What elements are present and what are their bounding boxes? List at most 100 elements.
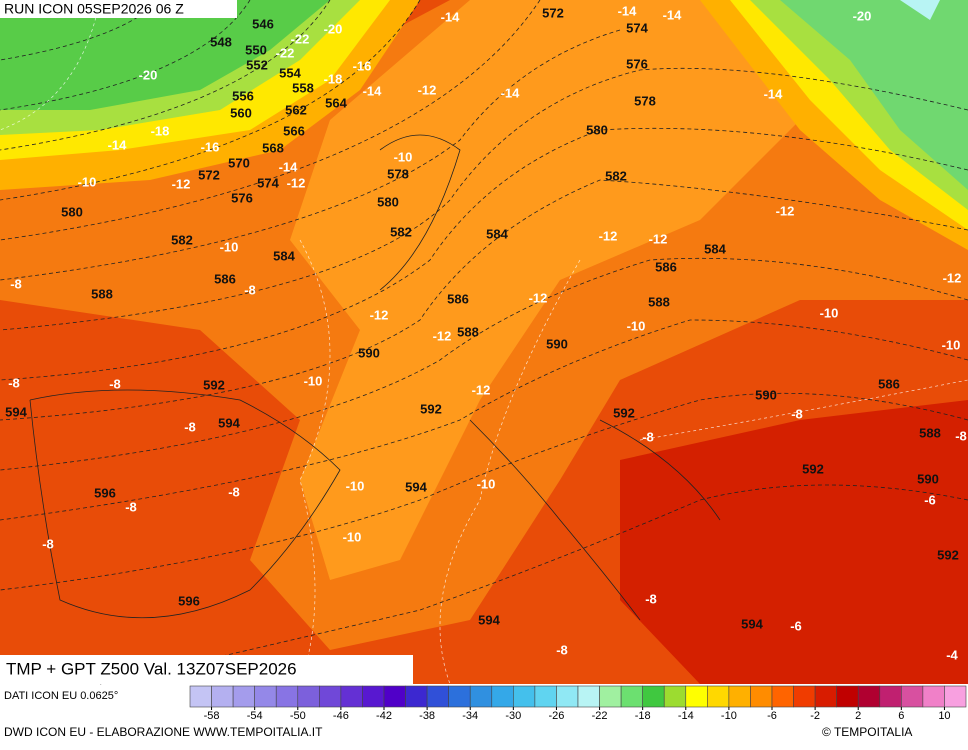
colorbar-tick-label: -2	[810, 710, 820, 722]
temperature-label: -22	[291, 31, 310, 46]
colorbar-swatch	[469, 685, 493, 708]
colorbar-swatch	[426, 685, 449, 708]
height-label: 586	[655, 259, 677, 274]
colorbar-tick-label: 6	[898, 710, 904, 722]
colorbar-swatch	[448, 685, 471, 708]
temperature-label: -8	[10, 276, 22, 291]
colorbar-swatch	[556, 685, 579, 708]
height-label: 588	[457, 324, 479, 339]
temperature-label: -10	[627, 318, 646, 333]
temperature-label: -22	[276, 45, 295, 60]
temperature-label: -14	[764, 86, 784, 101]
colorbar-tick-label: -54	[247, 710, 263, 722]
height-label: 594	[5, 404, 27, 419]
height-label: 558	[292, 80, 314, 95]
height-label: 588	[919, 425, 941, 440]
colorbar-tick-label: -42	[376, 710, 392, 722]
height-label: 570	[228, 155, 250, 170]
colorbar-tick-label: -26	[548, 710, 564, 722]
height-label: 590	[358, 345, 380, 360]
colorbar-tick-label: -50	[290, 710, 306, 722]
colorbar-tick-label: -46	[333, 710, 349, 722]
temperature-label: -10	[220, 239, 239, 254]
height-label: 578	[634, 93, 656, 108]
colorbar-swatch	[814, 685, 837, 708]
colorbar-tick-label: -14	[678, 710, 694, 722]
temperature-label: -20	[139, 67, 158, 82]
temperature-label: -8	[244, 282, 256, 297]
colorbar-swatch	[771, 685, 794, 708]
temperature-label: -12	[370, 307, 389, 322]
temperature-label: -20	[853, 8, 872, 23]
height-label: 588	[91, 286, 113, 301]
height-label: 580	[61, 204, 83, 219]
height-label: 574	[626, 20, 648, 35]
height-label: 592	[802, 461, 824, 476]
temperature-label: -8	[791, 406, 803, 421]
copyright-label: © TEMPOITALIA	[822, 725, 912, 739]
temperature-label: -8	[184, 419, 196, 434]
temperature-label: -10	[78, 174, 97, 189]
colorbar-tick-label: 10	[938, 710, 950, 722]
temperature-label: -12	[172, 176, 191, 191]
colorbar-swatch	[189, 685, 212, 708]
height-label: 548	[210, 34, 232, 49]
map-field	[0, 0, 968, 684]
temperature-label: -12	[418, 82, 437, 97]
temperature-label: -10	[304, 373, 323, 388]
colorbar-swatch	[793, 685, 816, 708]
temperature-label: -14	[618, 3, 638, 18]
temperature-label: -8	[42, 536, 54, 551]
height-label: 586	[447, 291, 469, 306]
temperature-label: -10	[346, 478, 365, 493]
height-label: 582	[390, 224, 412, 239]
height-label: 592	[613, 405, 635, 420]
temperature-label: -10	[477, 476, 496, 491]
colorbar-swatch	[707, 685, 730, 708]
height-label: 578	[387, 166, 409, 181]
temperature-label: -8	[125, 499, 137, 514]
height-label: 568	[262, 140, 284, 155]
height-label: 564	[325, 95, 347, 110]
height-label: 594	[405, 479, 427, 494]
height-label: 590	[546, 336, 568, 351]
temperature-label: -14	[663, 7, 683, 22]
temperature-label: -8	[645, 591, 657, 606]
temperature-label: -8	[955, 428, 967, 443]
colorbar-swatch	[944, 685, 967, 708]
temperature-label: -10	[343, 529, 362, 544]
colorbar-swatch	[728, 685, 751, 708]
colorbar-swatch	[836, 685, 859, 708]
colorbar-swatch	[513, 685, 536, 708]
colorbar-tick-label: -18	[635, 710, 651, 722]
temperature-label: -14	[501, 85, 521, 100]
colorbar-swatch	[685, 685, 708, 708]
colorbar-swatch	[901, 685, 924, 708]
temperature-label: -12	[599, 228, 618, 243]
colorbar-swatch	[620, 685, 643, 708]
height-label: 586	[878, 376, 900, 391]
map-title: TMP + GPT Z500 Val. 13Z07SEP2026	[6, 659, 297, 678]
temperature-label: -8	[109, 376, 121, 391]
colorbar-swatch	[211, 685, 234, 708]
height-label: 590	[755, 387, 777, 402]
temperature-label: -12	[529, 290, 548, 305]
temperature-label: -10	[394, 149, 413, 164]
colorbar-swatch	[750, 685, 773, 708]
height-label: 576	[231, 190, 253, 205]
temperature-label: -12	[776, 203, 795, 218]
temperature-label: -14	[363, 83, 383, 98]
contours	[0, 0, 968, 685]
temperature-label: -14	[279, 159, 299, 174]
title-box	[0, 655, 413, 684]
colorbar-tick-label: -10	[721, 710, 737, 722]
temperature-label: -14	[441, 9, 461, 24]
colorbar-tick-label: -22	[592, 710, 608, 722]
height-label: 572	[198, 167, 220, 182]
temperature-label: -8	[8, 375, 20, 390]
height-label: 582	[171, 232, 193, 247]
height-label: 574	[257, 175, 279, 190]
colorbar-swatch	[534, 685, 557, 708]
height-label: 594	[218, 415, 240, 430]
height-label: 552	[246, 57, 268, 72]
